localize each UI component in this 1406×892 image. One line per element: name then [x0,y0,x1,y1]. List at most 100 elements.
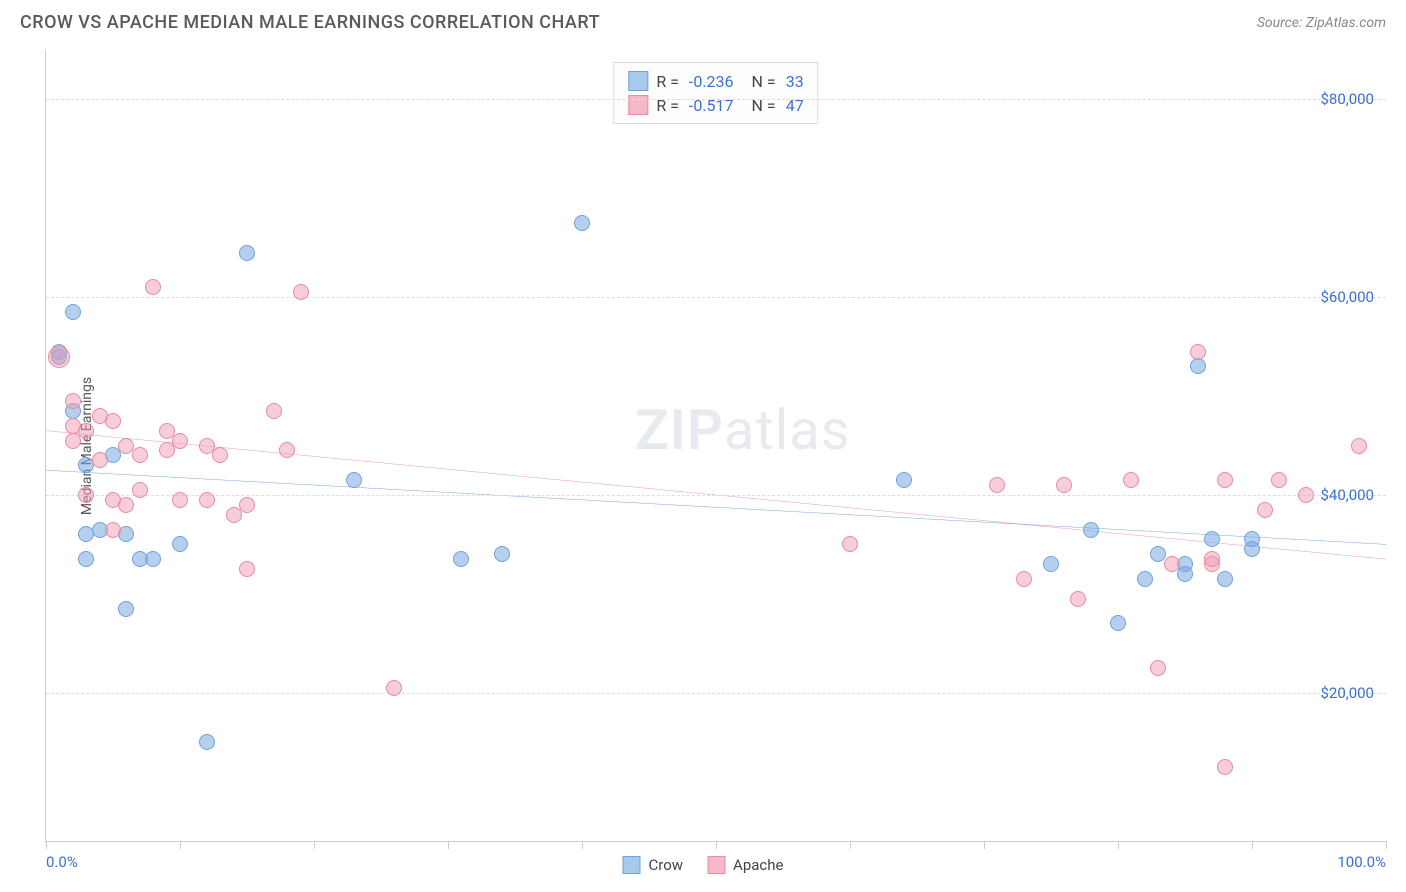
series-legend-label: Crow [649,856,684,874]
series-legend-item: Apache [707,856,783,874]
data-point [1043,556,1059,572]
trend-lines-layer [46,50,1386,841]
data-point [239,561,255,577]
x-tick [448,841,449,849]
grid-line [46,297,1386,298]
data-point [118,497,134,513]
legend-row: R = -0.236 N = 33 [628,69,803,93]
data-point [239,497,255,513]
data-point [226,507,242,523]
chart-header: CROW VS APACHE MEDIAN MALE EARNINGS CORR… [0,0,1406,41]
data-point [65,433,81,449]
data-point [989,477,1005,493]
data-point [1137,571,1153,587]
data-point [78,487,94,503]
y-tick-label: $60,000 [1320,288,1374,306]
grid-line [46,495,1386,496]
data-point [132,447,148,463]
data-point [1257,502,1273,518]
data-point [1070,591,1086,607]
series-legend-label: Apache [733,856,783,874]
data-point [1110,615,1126,631]
legend-n-value: 33 [786,72,804,91]
data-point [1056,477,1072,493]
data-point [1271,472,1287,488]
data-point [279,442,295,458]
data-point [78,551,94,567]
data-point [118,601,134,617]
x-tick [46,841,47,849]
data-point [212,447,228,463]
data-point [199,734,215,750]
data-point [199,492,215,508]
x-tick [180,841,181,849]
y-tick-label: $80,000 [1320,90,1374,108]
x-tick [984,841,985,849]
chart-source: Source: ZipAtlas.com [1257,15,1386,31]
correlation-legend: R =-0.236N =33R =-0.517N =47 [613,62,818,124]
data-point [1217,472,1233,488]
x-tick [1252,841,1253,849]
data-point [92,452,108,468]
legend-n-label: N = [752,72,776,91]
data-point [78,423,94,439]
legend-r-value: -0.236 [689,72,734,91]
data-point [266,403,282,419]
grid-line [46,99,1386,100]
data-point [1298,487,1314,503]
data-point [346,472,362,488]
x-tick-label-left: 0.0% [46,853,78,871]
data-point [1204,531,1220,547]
data-point [65,393,81,409]
data-point [172,492,188,508]
x-tick [582,841,583,849]
x-tick-label-right: 100.0% [1337,853,1386,871]
data-point [105,522,121,538]
data-point [1351,438,1367,454]
data-point [132,482,148,498]
data-point [453,551,469,567]
data-point [1244,531,1260,547]
data-point [1217,759,1233,775]
x-tick [314,841,315,849]
legend-swatch-icon [628,71,648,91]
data-point [1123,472,1139,488]
data-point [896,472,912,488]
data-point [145,551,161,567]
legend-swatch-icon [628,95,648,115]
data-point [1083,522,1099,538]
data-point [293,284,309,300]
data-point [159,442,175,458]
x-tick [716,841,717,849]
data-point [172,433,188,449]
legend-r-label: R = [656,96,679,115]
legend-n-value: 47 [786,96,804,115]
data-point [1150,660,1166,676]
data-point [1217,571,1233,587]
data-point [239,245,255,261]
data-point [1164,556,1180,572]
data-point [494,546,510,562]
data-point [1177,566,1193,582]
legend-n-label: N = [752,96,776,115]
data-point [1204,551,1220,567]
legend-swatch-icon [707,856,725,874]
data-point [172,536,188,552]
data-point [1190,358,1206,374]
data-point [1190,344,1206,360]
legend-r-label: R = [656,72,679,91]
series-legend-item: Crow [623,856,684,874]
scatter-chart: ZIPatlas R =-0.236N =33R =-0.517N =47 $2… [45,50,1386,842]
x-tick [1386,841,1387,849]
series-legend: Crow Apache [623,856,784,874]
y-tick-label: $20,000 [1320,684,1374,702]
x-tick [1118,841,1119,849]
data-point [386,680,402,696]
legend-swatch-icon [623,856,641,874]
chart-title: CROW VS APACHE MEDIAN MALE EARNINGS CORR… [20,12,600,33]
data-point [65,304,81,320]
watermark: ZIPatlas [635,397,851,463]
data-point [105,413,121,429]
y-tick-label: $40,000 [1320,486,1374,504]
data-point [1016,571,1032,587]
